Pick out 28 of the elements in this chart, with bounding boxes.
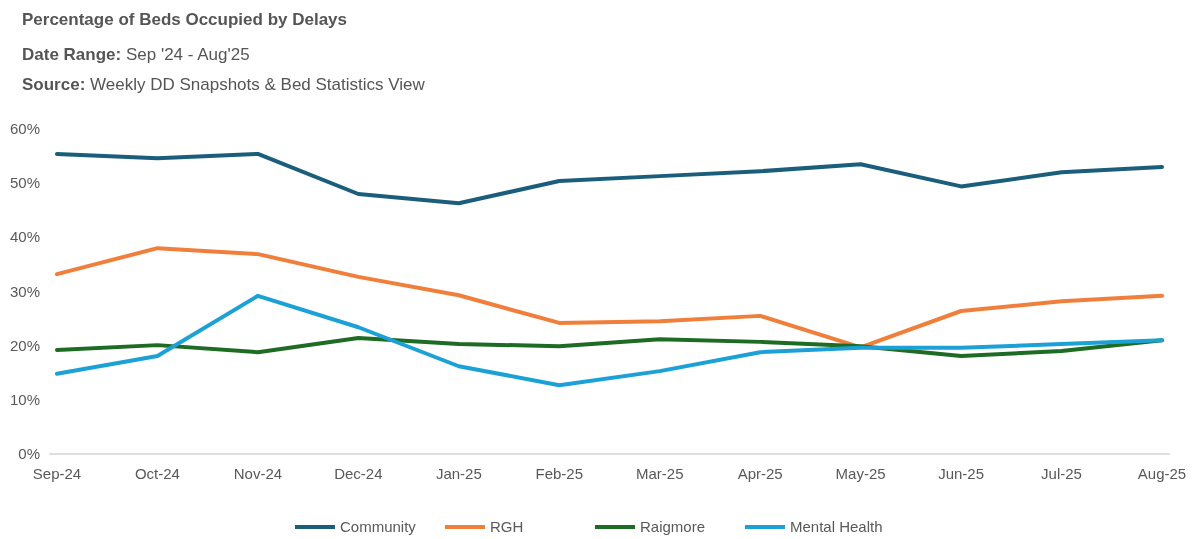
x-tick-label: Nov-24 [233,465,283,482]
x-tick-label: Jan-25 [435,465,482,482]
x-tick-label: Jul-25 [1041,465,1082,482]
x-tick-label: Jun-25 [938,465,985,482]
legend-label: Community [340,518,417,535]
x-tick-label: Feb-25 [535,465,584,482]
x-tick-label: May-25 [835,465,886,482]
x-tick-label: Mar-25 [635,465,684,482]
x-tick-label: Apr-25 [737,465,783,482]
legend-label: RGH [490,518,524,535]
legend-label: Raigmore [640,518,706,535]
x-tick-label: Dec-24 [334,465,383,482]
source-note: Source: Weekly DD Snapshots & Bed Statistics View [22,75,426,94]
y-tick-label: 30% [9,282,40,300]
line-series [55,293,1164,388]
legend-label: Mental Health [790,518,883,535]
x-tick-label: Oct-24 [134,465,180,482]
y-tick-label: 40% [9,228,40,246]
y-tick-label: 20% [9,336,40,354]
y-tick-label: 50% [9,174,40,192]
chart-title: Percentage of Beds Occupied by Delays [22,10,348,29]
chart-subtitle: Date Range: Sep '24 - Aug'25 [22,45,250,64]
y-tick-label: 60% [9,120,40,137]
y-tick-label: 10% [9,390,40,408]
y-tick-label: 0% [18,445,40,462]
x-tick-label: Sep-24 [32,465,82,482]
x-tick-label: Aug-25 [1137,465,1187,482]
line-series [55,151,1164,206]
